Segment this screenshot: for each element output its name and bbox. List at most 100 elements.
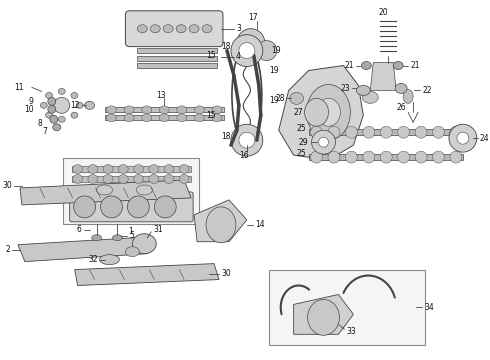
Ellipse shape [164,175,174,184]
Ellipse shape [206,207,236,243]
Text: 13: 13 [156,91,166,100]
Bar [63,158,199,224]
Polygon shape [20,180,191,205]
Ellipse shape [311,126,322,138]
Ellipse shape [154,196,176,218]
Text: 12: 12 [70,101,80,110]
Text: 27: 27 [294,108,304,117]
Ellipse shape [450,151,462,163]
Text: 15: 15 [206,51,216,60]
Text: 19: 19 [271,46,280,55]
Bar [269,270,425,345]
Text: 8: 8 [37,119,42,128]
Ellipse shape [231,124,263,156]
Ellipse shape [74,196,96,218]
Ellipse shape [159,114,169,122]
Ellipse shape [99,255,120,265]
Ellipse shape [163,25,173,33]
Ellipse shape [103,175,113,184]
Ellipse shape [195,114,204,122]
Ellipse shape [54,97,70,113]
Ellipse shape [164,165,174,174]
Ellipse shape [73,175,83,184]
Ellipse shape [177,106,187,114]
Ellipse shape [308,300,340,335]
Text: 22: 22 [422,86,432,95]
Bar [309,154,463,160]
Ellipse shape [142,114,151,122]
Ellipse shape [71,112,78,118]
Ellipse shape [328,151,340,163]
Text: 18: 18 [221,132,231,141]
Ellipse shape [53,124,61,131]
Ellipse shape [363,151,375,163]
Ellipse shape [195,106,204,114]
Text: 21: 21 [410,61,419,70]
Ellipse shape [103,165,113,174]
Ellipse shape [311,151,322,163]
Text: 30: 30 [2,181,12,190]
Ellipse shape [134,175,144,184]
Text: 11: 11 [14,83,24,92]
Ellipse shape [239,132,255,148]
Ellipse shape [433,126,444,138]
Ellipse shape [73,165,83,174]
Ellipse shape [48,105,56,113]
Ellipse shape [363,126,375,138]
Text: 15: 15 [206,111,216,120]
Text: 17: 17 [248,13,258,22]
Ellipse shape [307,85,350,140]
Ellipse shape [398,151,410,163]
Ellipse shape [142,106,151,114]
Ellipse shape [415,126,427,138]
Polygon shape [74,264,219,285]
Bar [72,166,191,172]
Text: 29: 29 [299,138,309,147]
Text: 24: 24 [480,134,490,143]
Text: 4: 4 [236,52,241,61]
Ellipse shape [393,62,403,69]
Ellipse shape [362,91,378,103]
Ellipse shape [97,185,113,195]
Polygon shape [18,238,147,262]
Ellipse shape [449,124,477,152]
Ellipse shape [202,25,212,33]
Ellipse shape [177,114,187,122]
Text: 3: 3 [236,24,241,33]
Ellipse shape [132,234,156,254]
Ellipse shape [85,102,95,109]
Ellipse shape [58,89,65,94]
Ellipse shape [317,98,341,126]
Ellipse shape [328,126,340,138]
Text: 25: 25 [297,124,307,133]
Ellipse shape [231,35,263,67]
Text: 23: 23 [341,84,350,93]
Ellipse shape [149,175,159,184]
Ellipse shape [212,106,222,114]
Text: 16: 16 [239,150,249,159]
Text: 7: 7 [42,127,47,136]
Text: 2: 2 [5,245,10,254]
FancyBboxPatch shape [125,11,223,46]
Ellipse shape [124,114,134,122]
Ellipse shape [100,196,122,218]
Ellipse shape [71,93,78,99]
Ellipse shape [88,165,98,174]
Ellipse shape [189,25,199,33]
Ellipse shape [345,151,357,163]
Text: 9: 9 [29,97,34,106]
Ellipse shape [398,126,410,138]
Ellipse shape [380,126,392,138]
Ellipse shape [127,196,149,218]
Ellipse shape [257,41,277,60]
Text: 19: 19 [269,66,278,75]
Ellipse shape [179,175,189,184]
Ellipse shape [312,130,336,154]
Text: 18: 18 [221,42,231,51]
Ellipse shape [159,106,169,114]
Ellipse shape [106,106,117,114]
Text: 25: 25 [297,149,307,158]
Ellipse shape [48,97,56,105]
Ellipse shape [150,25,160,33]
Ellipse shape [40,102,47,108]
